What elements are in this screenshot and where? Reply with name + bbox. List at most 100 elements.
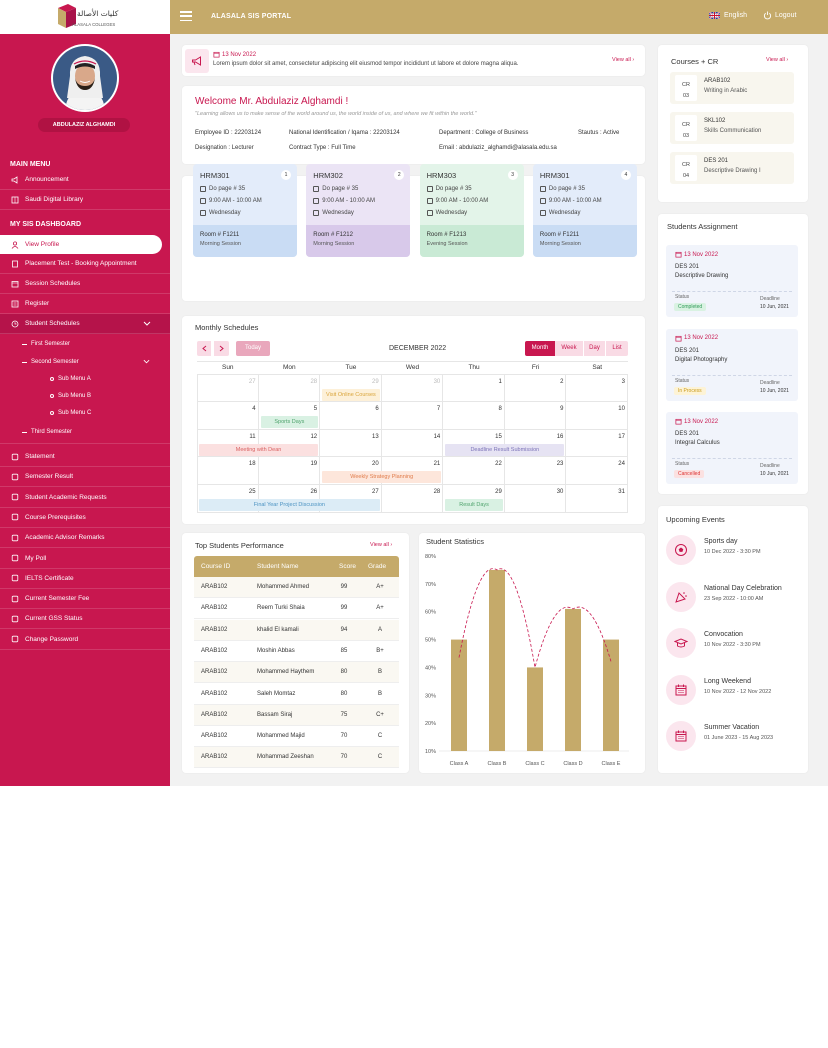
announcement-view-all-link[interactable]: View all › <box>612 57 635 63</box>
calendar-event[interactable]: Weekly Strategy Planning <box>322 471 442 483</box>
class-card[interactable]: HRM302 2 Do page # 35 9:00 AM - 10:00 AM Wed… <box>306 164 411 257</box>
calendar-day-cell[interactable] <box>381 375 444 402</box>
sidebar-item-semester-result[interactable]: Semester Result <box>0 467 170 488</box>
calendar-day-cell[interactable] <box>258 375 321 402</box>
calendar-day-cell[interactable] <box>443 457 505 485</box>
calendar-view-month-tab[interactable]: Month <box>525 341 555 356</box>
table-row[interactable]: ARAB102 Reem Turki Shaia 99 A+ <box>194 598 399 620</box>
sub-item-sub-menu-a[interactable]: Sub Menu A <box>50 376 91 382</box>
course-item[interactable]: CR 04 DES 201 Descriptive Drawing I <box>670 152 794 184</box>
calendar-day-cell[interactable] <box>197 457 259 485</box>
sub-item-second-semester[interactable]: Second Semester <box>22 359 150 365</box>
bar[interactable] <box>603 639 619 751</box>
sub-item-first-semester[interactable]: First Semester <box>22 341 70 347</box>
course-item[interactable]: CR 03 SKL102 Skills Communication <box>670 112 794 144</box>
assignment-item[interactable]: 13 Nov 2022 DES 201 Integral Calculus Statu… <box>666 412 798 484</box>
event-item[interactable]: Summer Vacation 01 June 2023 - 15 Aug 202… <box>666 719 806 755</box>
sidebar-item-announcement[interactable]: Announcement <box>0 170 170 190</box>
calendar-day-cell[interactable] <box>443 402 505 430</box>
table-row[interactable]: ARAB102 Mohammed Majid 70 C <box>194 726 399 748</box>
sidebar-item-current-semester-fee[interactable]: Current Semester Fee <box>0 589 170 610</box>
bar[interactable] <box>565 608 581 751</box>
avatar[interactable] <box>51 44 119 112</box>
sidebar-item-change-password[interactable]: Change Password <box>0 630 170 650</box>
logout-button[interactable]: Logout <box>763 11 796 20</box>
bar[interactable] <box>451 639 467 751</box>
calendar-view-day-tab[interactable]: Day <box>583 341 605 356</box>
course-item[interactable]: CR 03 ARAB102 Writing in Arabic <box>670 72 794 104</box>
event-item[interactable]: National Day Celebration 23 Sep 2022 - 10… <box>666 580 806 616</box>
calendar-day-cell[interactable] <box>504 402 567 430</box>
calendar-day-cell[interactable] <box>258 402 321 430</box>
top-students-view-all-link[interactable]: View all › <box>370 542 393 548</box>
table-row[interactable]: ARAB102 Moshin Abbas 85 B+ <box>194 640 399 662</box>
table-row[interactable]: ARAB102 khalid El kamali 94 A <box>194 619 399 641</box>
calendar-view-week-tab[interactable]: Week <box>555 341 583 356</box>
calendar-event[interactable]: Deadline Result Submission <box>445 444 565 456</box>
sidebar-item-saudi-digital-library[interactable]: Saudi Digital Library <box>0 190 170 210</box>
calendar-day-cell[interactable] <box>320 375 382 402</box>
calendar-view-list-tab[interactable]: List <box>605 341 628 356</box>
calendar-day-cell[interactable] <box>504 375 567 402</box>
event-item[interactable]: Sports day 10 Dec 2022 - 3:30 PM <box>666 533 806 569</box>
sidebar-item-student-academic-requests[interactable]: Student Academic Requests <box>0 488 170 508</box>
calendar-day-cell[interactable] <box>443 485 505 513</box>
assignment-item[interactable]: 13 Nov 2022 DES 201 Digital Photography Sta… <box>666 328 798 401</box>
table-row[interactable]: ARAB102 Saleh Momtaz 80 B <box>194 683 399 705</box>
calendar-day-cell[interactable] <box>566 457 628 485</box>
calendar-day-cell[interactable] <box>381 485 444 513</box>
event-item[interactable]: Long Weekend 10 Nov 2022 - 12 Nov 2022 <box>666 673 806 709</box>
calendar-event[interactable]: Visit Online Courses <box>322 389 380 401</box>
sidebar-item-register[interactable]: Register <box>0 294 170 314</box>
calendar-day-cell[interactable] <box>320 402 382 430</box>
calendar-day-cell[interactable] <box>443 430 505 457</box>
sidebar-item-placement-test[interactable]: Placement Test - Booking Appointment <box>0 254 170 274</box>
calendar-event[interactable]: Result Days <box>445 499 503 511</box>
calendar-day-cell[interactable] <box>566 485 628 513</box>
sidebar-item-my-poll[interactable]: My Poll <box>0 549 170 569</box>
calendar-event[interactable]: Final Year Project Discussion <box>199 499 380 511</box>
sidebar-item-student-schedules[interactable]: Student Schedules <box>0 314 170 334</box>
calendar-day-cell[interactable] <box>320 485 382 513</box>
bar[interactable] <box>489 569 505 751</box>
assignment-item[interactable]: 13 Nov 2022 DES 201 Descriptive Drawing Sta… <box>666 245 798 317</box>
hamburger-menu-icon[interactable] <box>180 11 192 22</box>
calendar-today-button[interactable]: Today <box>236 341 270 356</box>
calendar-next-button[interactable] <box>214 341 229 356</box>
calendar-event[interactable]: Sports Days <box>260 416 319 428</box>
calendar-day-cell[interactable] <box>381 430 444 457</box>
calendar-day-cell[interactable] <box>504 485 567 513</box>
table-row[interactable]: ARAB102 Mohammed Ahmed 99 A+ <box>194 577 399 598</box>
calendar-day-cell[interactable] <box>566 375 628 402</box>
calendar-day-cell[interactable] <box>258 430 321 457</box>
event-item[interactable]: Convocation 10 Nov 2022 - 3:30 PM <box>666 626 806 662</box>
calendar-prev-button[interactable] <box>197 341 211 356</box>
calendar-day-cell[interactable] <box>197 375 259 402</box>
calendar-day-cell[interactable] <box>566 430 628 457</box>
sub-item-sub-menu-b[interactable]: Sub Menu B <box>50 393 91 399</box>
table-row[interactable]: ARAB102 Bassam Siraj 75 C+ <box>194 704 399 726</box>
sub-item-third-semester[interactable]: Third Semester <box>22 429 72 435</box>
college-logo[interactable]: كليات الأصالة ALASALA COLLEGES <box>56 4 118 30</box>
sidebar-item-course-prerequisites[interactable]: Course Prerequisites <box>0 508 170 528</box>
calendar-day-cell[interactable] <box>381 457 444 485</box>
sidebar-item-academic-advisor-remarks[interactable]: Academic Advisor Remarks <box>0 528 170 549</box>
bar[interactable] <box>527 667 543 751</box>
calendar-day-cell[interactable] <box>197 430 259 457</box>
sidebar-item-current-gss-status[interactable]: Current GSS Status <box>0 609 170 630</box>
calendar-day-cell[interactable] <box>443 375 505 402</box>
table-row[interactable]: ARAB102 Mohammed Haythem 80 B <box>194 662 399 684</box>
sub-item-sub-menu-c[interactable]: Sub Menu C <box>50 410 91 416</box>
calendar-day-cell[interactable] <box>320 430 382 457</box>
class-card[interactable]: HRM301 1 Do page # 35 9:00 AM - 10:00 AM Wed… <box>193 164 297 257</box>
calendar-day-cell[interactable] <box>258 457 321 485</box>
courses-cr-view-all-link[interactable]: View all › <box>766 57 789 63</box>
class-card[interactable]: HRM303 3 Do page # 35 9:00 AM - 10:00 AM Wed… <box>419 164 524 257</box>
sidebar-item-statement[interactable]: Statement <box>0 447 170 467</box>
calendar-day-cell[interactable] <box>504 457 567 485</box>
calendar-day-cell[interactable] <box>197 402 259 430</box>
calendar-day-cell[interactable] <box>504 430 567 457</box>
sidebar-item-view-profile[interactable]: View Profile <box>0 235 162 254</box>
sidebar-item-ielts-certificate[interactable]: IELTS Certificate <box>0 569 170 589</box>
sidebar-item-session-schedules[interactable]: Session Schedules <box>0 274 170 294</box>
